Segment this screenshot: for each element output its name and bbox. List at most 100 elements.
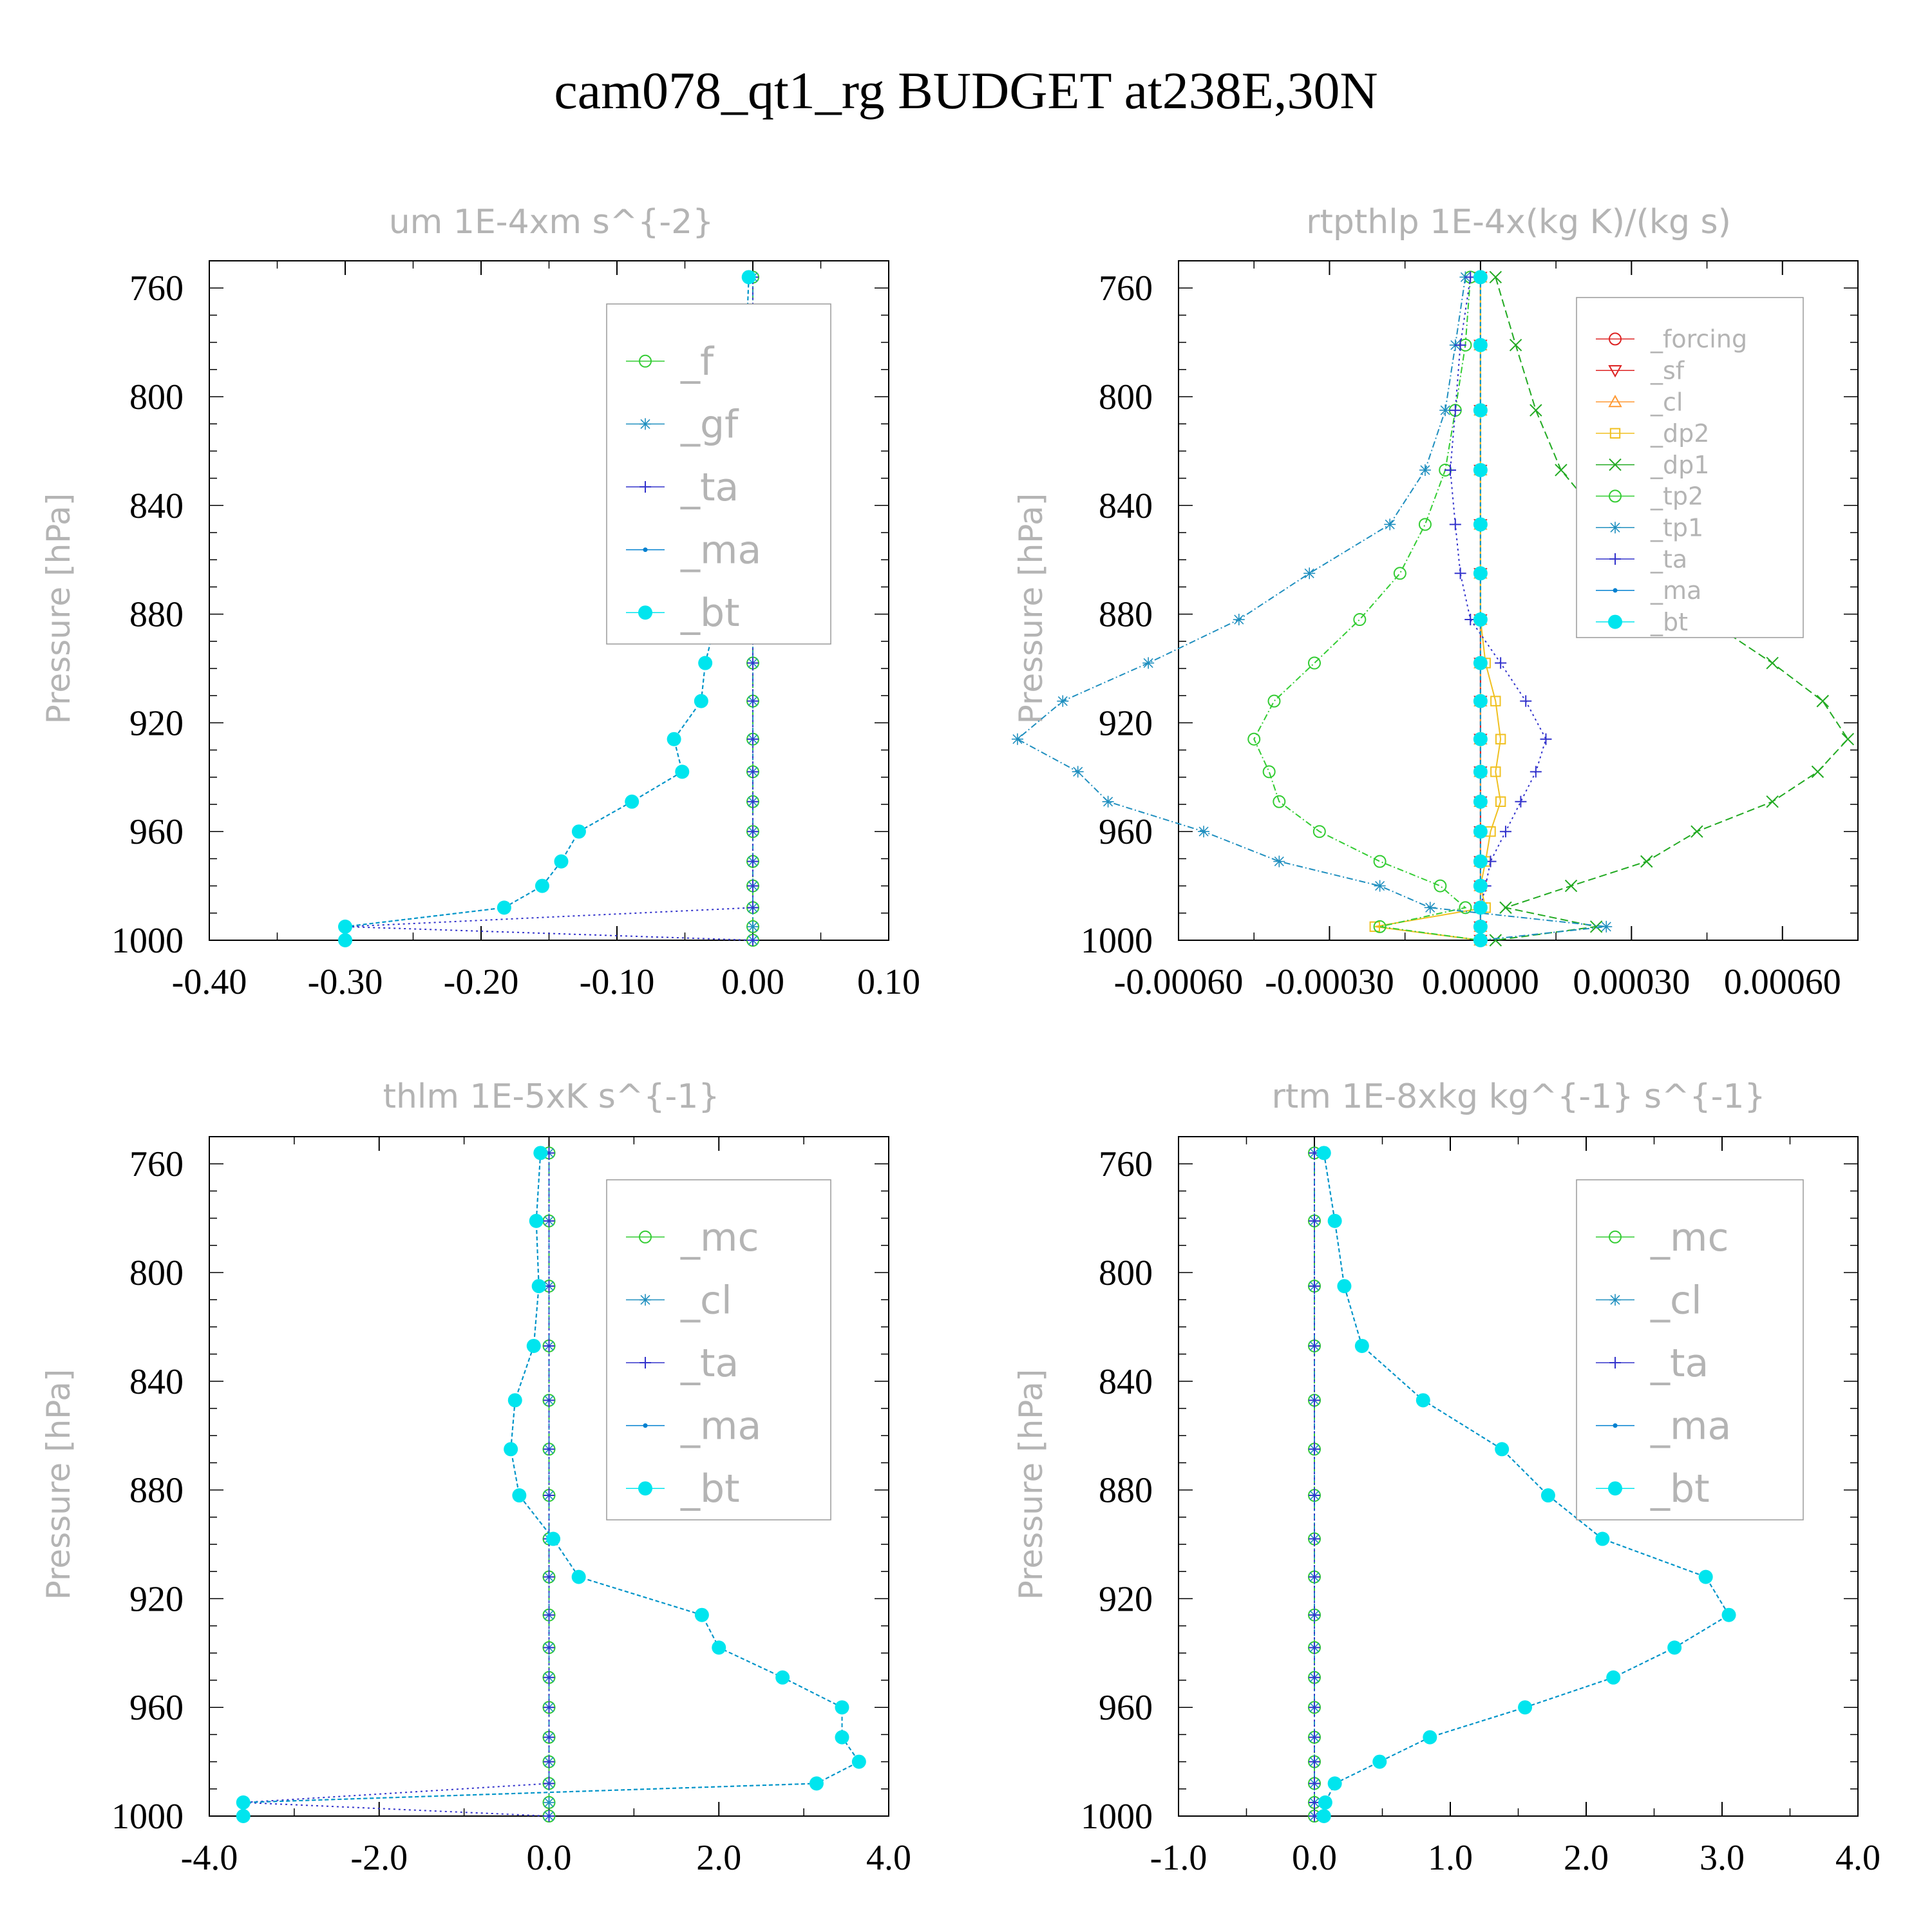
legend-label: _tp2	[1650, 482, 1703, 511]
data-point	[1316, 1809, 1331, 1823]
data-point	[1595, 1531, 1610, 1546]
data-point	[1449, 404, 1461, 417]
data-point	[1555, 464, 1567, 477]
data-point	[1273, 795, 1286, 808]
data-point	[1337, 1279, 1352, 1294]
series-line	[1495, 277, 1849, 941]
data-point	[543, 1490, 555, 1502]
legend-marker	[1609, 489, 1622, 503]
data-point	[543, 1701, 555, 1714]
legend-label: _dp2	[1650, 419, 1709, 448]
data-point	[741, 270, 756, 285]
data-point	[543, 1340, 555, 1352]
data-point	[1540, 733, 1552, 745]
legend: _f _gf _ta _ma _bt	[606, 303, 831, 645]
data-point	[512, 1488, 527, 1503]
x-tick-label: -0.10	[580, 962, 655, 1002]
data-point	[1473, 612, 1488, 627]
data-point	[1309, 1490, 1320, 1502]
data-point	[531, 1279, 546, 1294]
panel-rtm: rtm 1E-8xkg kg^{-1} s^{-1} Pressure [hPa…	[1012, 1077, 1880, 1878]
data-point	[1011, 733, 1023, 745]
data-point	[1473, 403, 1488, 418]
data-point	[543, 1671, 555, 1683]
data-point	[338, 933, 352, 947]
data-point	[543, 1215, 555, 1227]
data-point	[533, 1146, 548, 1160]
data-point	[1424, 902, 1436, 914]
data-point	[1490, 696, 1501, 706]
legend-label: _mc	[680, 1215, 759, 1260]
y-tick-label: 960	[1099, 1688, 1153, 1728]
x-tick-label: 0.0	[1292, 1838, 1337, 1878]
y-tick-label: 880	[129, 1471, 184, 1511]
x-tick-label: 4.0	[1835, 1838, 1880, 1878]
legend-marker	[1609, 1294, 1621, 1306]
data-point	[1072, 766, 1084, 778]
data-point	[675, 764, 690, 779]
x-tick-label: 2.0	[1564, 1838, 1609, 1878]
data-point	[1473, 732, 1488, 746]
data-point	[1473, 337, 1488, 352]
data-point	[1419, 464, 1431, 476]
y-axis-label: Pressure [hPa]	[40, 493, 77, 724]
legend-box	[1576, 1179, 1804, 1520]
data-point	[1309, 1280, 1320, 1293]
data-point	[1312, 825, 1326, 838]
data-point	[1499, 901, 1512, 914]
data-point	[1454, 567, 1466, 580]
legend-label: _cl	[1650, 388, 1683, 416]
series-ta	[237, 1147, 555, 1822]
x-tick-label: 0.10	[857, 962, 920, 1002]
legend-label: _bt	[1650, 1466, 1710, 1511]
data-point	[543, 1777, 555, 1790]
data-point	[1318, 1795, 1332, 1810]
legend-label: _ma	[680, 1404, 761, 1449]
data-point	[543, 1394, 555, 1406]
data-point	[1690, 825, 1703, 838]
data-point	[571, 824, 586, 839]
x-tick-label: -4.0	[181, 1838, 238, 1878]
data-point	[698, 656, 713, 670]
data-point	[747, 902, 759, 914]
data-point	[1309, 1394, 1320, 1406]
data-point	[1515, 795, 1527, 808]
data-point	[1766, 656, 1779, 670]
data-point	[1309, 1701, 1320, 1714]
data-point	[809, 1776, 824, 1791]
data-point	[1564, 879, 1578, 893]
data-point	[1327, 1776, 1342, 1791]
y-tick-label: 840	[129, 1362, 184, 1402]
legend: _mc _cl _ta _ma _bt	[606, 1179, 831, 1520]
data-point	[1811, 765, 1824, 779]
legend-label: _ma	[1650, 576, 1701, 605]
y-tick-label: 840	[129, 486, 184, 526]
data-point	[1142, 657, 1155, 669]
plot-frame	[1178, 260, 1859, 941]
legend-marker	[1609, 428, 1621, 439]
y-tick-label: 920	[129, 703, 184, 743]
y-tick-label: 840	[1099, 1362, 1153, 1402]
data-point	[529, 1213, 544, 1228]
data-point	[1490, 766, 1501, 777]
data-point	[1473, 764, 1488, 779]
data-point	[1721, 1607, 1736, 1622]
data-point	[1309, 1777, 1320, 1790]
data-point	[1423, 1730, 1437, 1745]
data-point	[747, 855, 759, 867]
x-tick-label: 4.0	[866, 1838, 911, 1878]
data-point	[1309, 1443, 1320, 1455]
data-point	[543, 1731, 555, 1743]
data-point	[1766, 795, 1779, 808]
data-point	[543, 1443, 555, 1455]
legend-label: _bt	[680, 1466, 740, 1511]
x-tick-label: -0.20	[444, 962, 519, 1002]
data-point	[1489, 270, 1502, 284]
data-point	[1606, 1670, 1621, 1685]
legend-label: _cl	[1650, 1278, 1702, 1323]
series-line	[1449, 277, 1547, 940]
panel-rtpthlp: rtpthlp 1E-4x(kg K)/(kg s) Pressure [hPa…	[1011, 203, 1859, 1002]
data-point	[1489, 934, 1502, 947]
data-point	[1198, 826, 1210, 838]
